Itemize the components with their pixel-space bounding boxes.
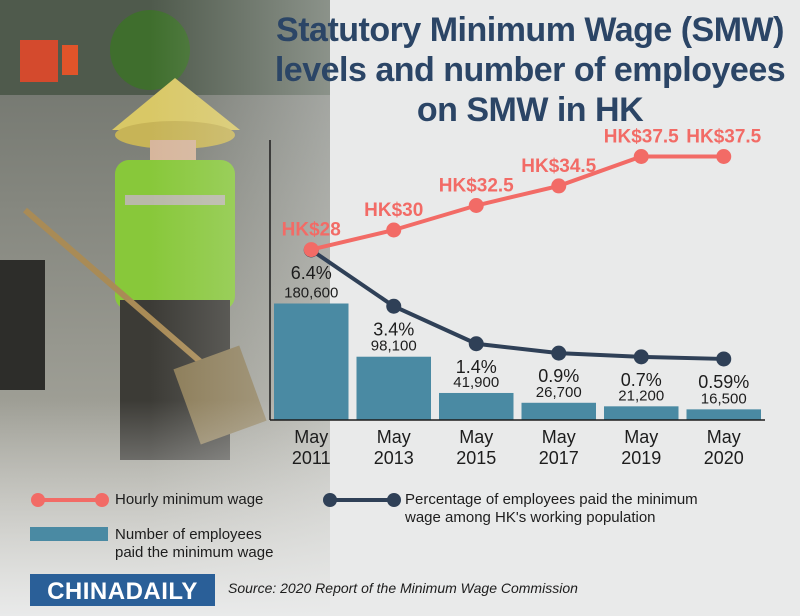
wage-label-1: HK$30 — [364, 200, 423, 221]
legend-bars-line2: paid the minimum wage — [115, 544, 274, 561]
bar-label-3: 26,700 — [536, 384, 582, 401]
legend-percent-line1: Percentage of employees paid the minimum — [405, 491, 698, 508]
logo-text: CHINADAILY — [47, 578, 198, 605]
wage-label-4: HK$37.5 — [604, 127, 679, 148]
x-tick-label-3: May 2017 — [539, 427, 579, 468]
percent-line — [310, 248, 724, 361]
x-tick-label-0: May 2011 — [292, 427, 331, 468]
percent-label-4: 0.7% — [621, 370, 662, 390]
bar-1 — [356, 356, 431, 420]
legend-percent-line2: wage among HK's working population — [405, 509, 656, 526]
wage-label-3: HK$34.5 — [521, 156, 596, 177]
x-tick-label-5: May 2020 — [704, 427, 744, 468]
legend-bars-swatch — [30, 527, 108, 541]
x-tick-label-4: May 2019 — [621, 427, 661, 468]
wage-point-5 — [716, 149, 732, 164]
wage-label-5: HK$37.5 — [686, 127, 761, 148]
legend-percent-label: Percentage of employees paid the minimum… — [405, 491, 698, 527]
wage-label-0: HK$28 — [282, 220, 341, 241]
wage-point-3 — [551, 178, 567, 194]
bar-5 — [686, 409, 761, 420]
percent-point-3 — [551, 345, 567, 361]
bar-0 — [274, 303, 349, 420]
china-daily-logo: CHINADAILY — [30, 574, 215, 606]
legend-percent-swatch — [323, 493, 401, 507]
bar-4 — [604, 406, 679, 420]
legend-wage-swatch — [31, 493, 109, 507]
bar-label-5: 16,500 — [701, 390, 747, 407]
percent-label-3: 0.9% — [538, 366, 579, 386]
source-note: Source: 2020 Report of the Minimum Wage … — [228, 580, 578, 596]
wage-point-4 — [633, 149, 649, 164]
bar-2 — [439, 392, 514, 420]
bar-label-1: 98,100 — [371, 338, 417, 355]
percent-point-5 — [716, 351, 732, 367]
bar-label-4: 21,200 — [618, 387, 664, 404]
wage-point-0 — [303, 242, 319, 258]
percent-label-0: 6.4% — [291, 263, 332, 283]
bar-label-0: 180,600 — [284, 285, 338, 302]
wage-point-2 — [468, 198, 484, 213]
legend-bars-label: Number of employees paid the minimum wag… — [115, 526, 273, 562]
percent-point-2 — [468, 336, 484, 352]
bar-label-2: 41,900 — [453, 374, 499, 391]
chart-title: Statutory Minimum Wage (SMW) levels and … — [274, 11, 786, 129]
x-tick-label-1: May 2013 — [374, 427, 414, 468]
bar-3 — [521, 402, 596, 420]
percent-label-2: 1.4% — [456, 357, 497, 377]
percent-point-1 — [386, 298, 402, 314]
legend-wage-label: Hourly minimum wage — [115, 491, 264, 508]
percent-label-5: 0.59% — [698, 372, 749, 392]
x-tick-label-2: May 2015 — [456, 427, 496, 468]
wage-line — [310, 154, 724, 252]
percent-point-4 — [633, 349, 649, 365]
percent-label-1: 3.4% — [373, 319, 414, 339]
wage-label-2: HK$32.5 — [439, 176, 514, 197]
wage-point-1 — [386, 222, 402, 238]
legend-bars-line1: Number of employees — [115, 526, 262, 543]
